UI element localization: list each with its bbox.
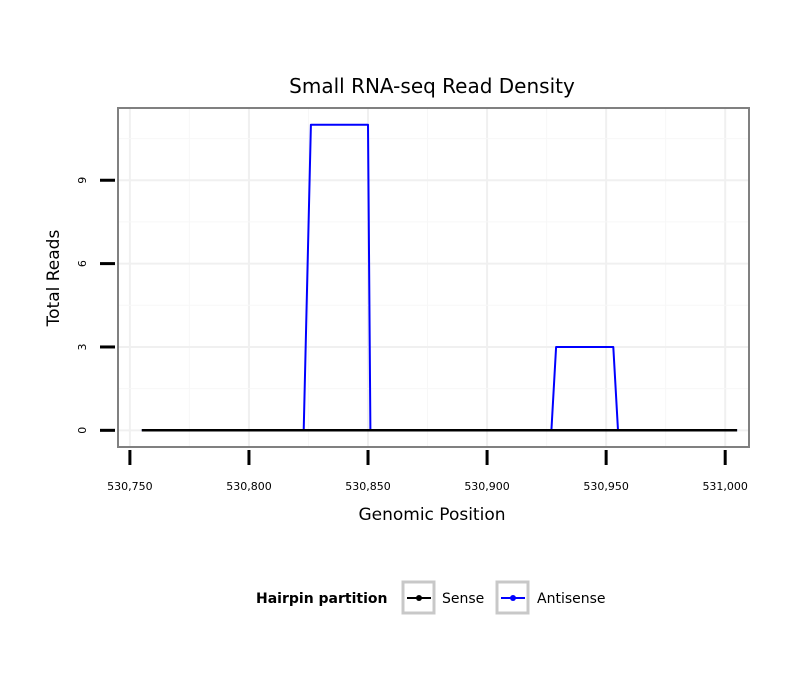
series-line-antisense [141,123,738,432]
y-axis-title: Total Reads [44,230,64,328]
legend: Hairpin partition Sense Antisense [256,580,606,615]
x-tick-label: 530,800 [226,480,272,493]
legend-label-sense: Sense [442,591,484,607]
y-tick-label: 3 [76,344,89,351]
x-tick-label: 530,850 [345,480,391,493]
legend-item-antisense: Antisense [495,580,606,615]
x-tick-label: 530,900 [464,480,510,493]
chart-title: Small RNA-seq Read Density [289,74,575,98]
series-layer [141,123,738,432]
y-tick-label: 0 [76,427,89,434]
y-tick-label: 6 [76,260,89,267]
grid-layer [118,108,749,447]
x-tick-label: 530,750 [107,480,153,493]
plot-frame [117,107,750,448]
legend-marker-sense [416,595,422,601]
legend-item-sense: Sense [401,580,484,615]
y-tick-label: 9 [76,177,89,184]
x-tick-label: 530,950 [583,480,629,493]
x-tick-label: 531,000 [702,480,748,493]
x-axis: 530,750 530,800 530,850 530,900 530,950 531,0… [107,450,748,493]
x-axis-title: Genomic Position [358,505,505,525]
y-axis: 0 3 6 9 [76,177,115,434]
legend-title: Hairpin partition [256,591,387,607]
legend-marker-antisense [510,595,516,601]
legend-label-antisense: Antisense [537,591,606,607]
